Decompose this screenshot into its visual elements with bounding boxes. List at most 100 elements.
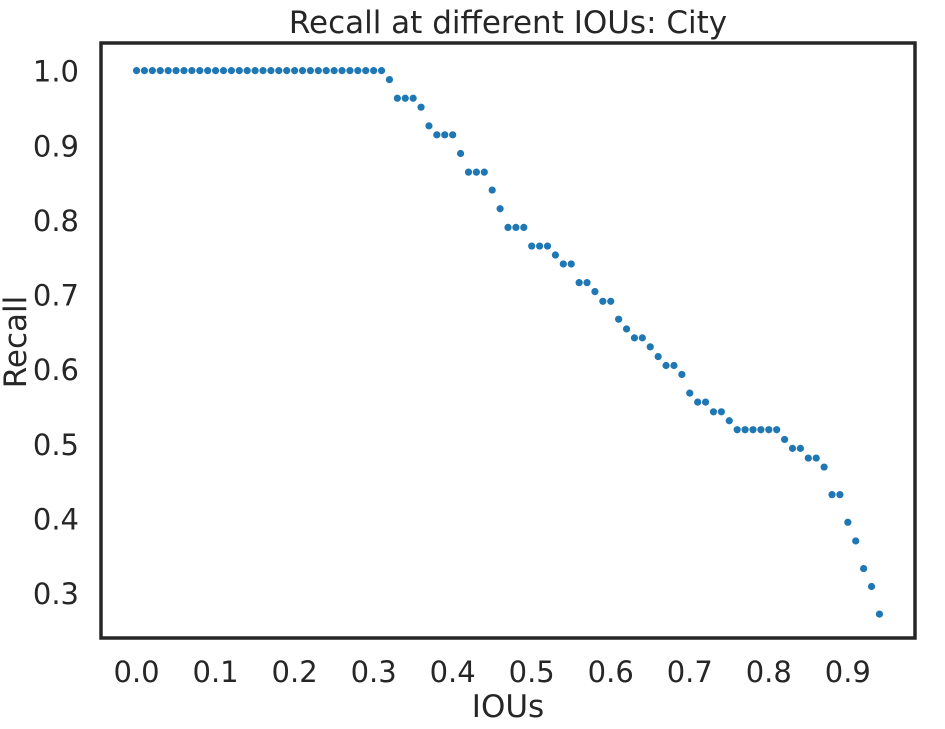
- data-point: [464, 168, 473, 176]
- data-point: [370, 67, 378, 75]
- data-point: [875, 610, 884, 618]
- x-tick-label: 0.8: [746, 655, 792, 689]
- data-point: [338, 67, 346, 75]
- data-point: [773, 426, 781, 434]
- y-ticks: 0.3 0.4 0.5 0.6 0.7 0.8 0.9 1.0: [33, 55, 79, 612]
- y-tick-label: 0.7: [33, 279, 79, 313]
- data-point: [251, 67, 259, 75]
- data-point: [235, 67, 243, 75]
- data-point: [559, 260, 567, 268]
- data-point: [156, 67, 164, 75]
- data-point: [543, 242, 552, 250]
- data-point: [393, 94, 401, 102]
- data-point: [243, 67, 251, 75]
- data-point: [551, 251, 560, 259]
- data-point: [346, 67, 354, 75]
- x-tick-label: 0.6: [588, 655, 634, 689]
- data-point: [844, 518, 852, 526]
- data-point: [694, 398, 702, 406]
- data-point: [678, 370, 686, 379]
- data-point: [749, 426, 757, 434]
- x-ticks: 0.0 0.1 0.2 0.3 0.4 0.5 0.6 0.7 0.8 0.9: [114, 655, 871, 689]
- data-point: [654, 352, 662, 361]
- y-axis-label: Recall: [0, 296, 34, 389]
- data-point: [401, 94, 409, 102]
- data-point: [528, 242, 536, 250]
- data-point: [536, 242, 544, 250]
- data-point: [354, 67, 362, 75]
- y-tick-label: 0.4: [33, 503, 79, 537]
- data-point: [701, 398, 710, 406]
- data-point: [306, 67, 315, 75]
- data-point: [204, 67, 212, 75]
- data-point: [480, 168, 488, 176]
- data-point: [433, 131, 441, 139]
- data-point: [227, 67, 235, 75]
- x-axis-label: IOUs: [472, 689, 544, 725]
- data-point: [765, 426, 773, 434]
- data-point: [852, 537, 860, 545]
- data-point: [567, 260, 575, 268]
- data-point: [172, 67, 180, 75]
- x-tick-label: 0.5: [509, 655, 555, 689]
- data-point: [583, 279, 591, 287]
- data-point: [219, 67, 228, 75]
- data-point: [488, 186, 496, 194]
- y-tick-label: 0.9: [33, 129, 79, 163]
- data-point: [828, 491, 836, 499]
- data-point: [512, 223, 520, 231]
- data-point: [188, 67, 196, 75]
- data-point: [812, 454, 820, 462]
- data-point: [670, 361, 678, 370]
- data-point: [686, 389, 694, 397]
- data-point: [180, 67, 188, 75]
- data-point: [314, 67, 322, 75]
- plot-frame: [99, 41, 917, 640]
- data-point: [377, 67, 386, 75]
- data-point: [630, 334, 639, 342]
- data-points: [132, 67, 884, 618]
- data-point: [283, 67, 291, 75]
- y-tick-label: 1.0: [33, 55, 79, 89]
- data-point: [472, 168, 480, 176]
- data-point: [725, 417, 733, 425]
- data-point: [781, 435, 789, 444]
- y-tick-label: 0.3: [33, 577, 79, 611]
- data-point: [298, 67, 307, 75]
- data-point: [804, 454, 812, 462]
- data-point: [591, 288, 599, 296]
- data-point: [622, 325, 631, 333]
- data-point: [409, 94, 417, 102]
- data-point: [599, 297, 607, 305]
- data-point: [291, 67, 299, 75]
- data-point: [322, 67, 330, 75]
- x-tick-label: 0.2: [272, 655, 318, 689]
- data-point: [496, 205, 504, 213]
- data-point: [733, 426, 741, 434]
- data-point: [417, 103, 425, 111]
- data-point: [148, 67, 156, 75]
- x-tick-label: 0.4: [430, 655, 476, 689]
- data-point: [456, 149, 465, 158]
- data-point: [757, 426, 765, 434]
- x-tick-label: 0.3: [351, 655, 397, 689]
- data-point: [362, 67, 370, 75]
- data-point: [607, 297, 615, 305]
- data-point: [860, 564, 868, 573]
- y-tick-label: 0.6: [33, 353, 79, 387]
- data-point: [449, 131, 457, 139]
- data-point: [330, 67, 338, 75]
- x-tick-label: 0.9: [825, 655, 871, 689]
- data-point: [441, 131, 449, 139]
- data-point: [836, 491, 844, 499]
- data-point: [796, 444, 805, 452]
- data-point: [717, 408, 725, 416]
- data-point: [867, 582, 876, 591]
- data-point: [211, 67, 220, 75]
- data-point: [741, 426, 749, 434]
- data-point: [275, 67, 283, 75]
- data-point: [662, 361, 670, 370]
- x-tick-label: 0.0: [114, 655, 160, 689]
